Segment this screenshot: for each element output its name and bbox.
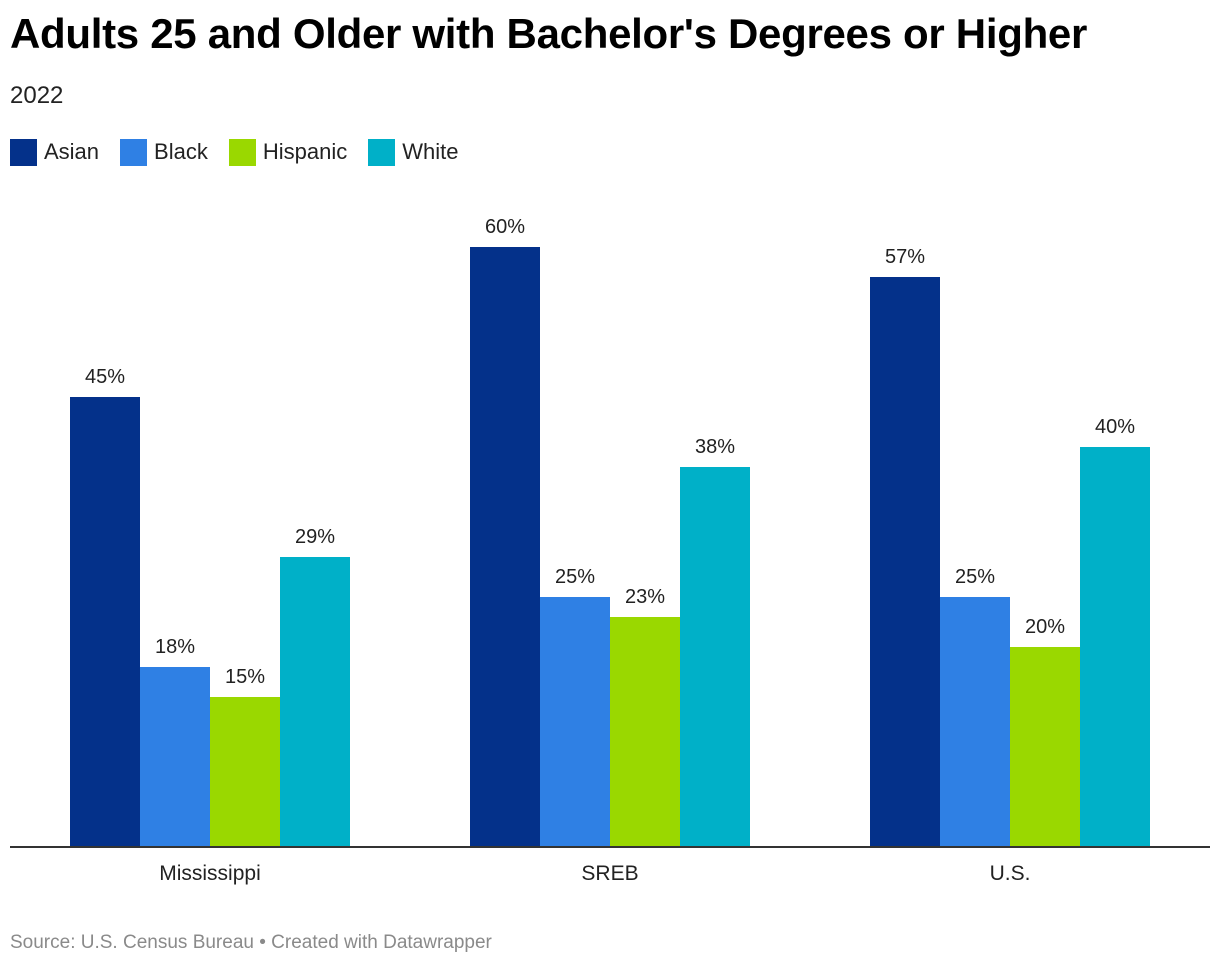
- legend-swatch-hispanic: [228, 138, 256, 166]
- bar-u-s-white: [1080, 447, 1150, 847]
- data-label-u-s-white: 40%: [1095, 416, 1135, 438]
- data-label-sreb-asian: 60%: [485, 216, 525, 238]
- legend-swatch-black: [120, 138, 148, 166]
- x-tick-label-sreb: SREB: [581, 862, 638, 885]
- legend-swatch-white: [368, 138, 396, 166]
- legend-item-white: White: [368, 138, 459, 166]
- x-tick-label-u-s: U.S.: [990, 862, 1031, 885]
- bar-u-s-hispanic: [1010, 647, 1080, 847]
- chart-subtitle: 2022: [10, 82, 64, 109]
- legend-label-asian: Asian: [44, 139, 100, 164]
- bar-sreb-black: [540, 597, 610, 847]
- bar-mississippi-black: [140, 667, 210, 847]
- bar-mississippi-hispanic: [210, 697, 280, 847]
- data-label-mississippi-asian: 45%: [85, 366, 125, 388]
- chart-legend: Asian Black Hispanic White: [10, 138, 458, 166]
- data-label-mississippi-hispanic: 15%: [225, 666, 265, 688]
- data-label-sreb-black: 25%: [555, 566, 595, 588]
- legend-label-white: White: [402, 139, 459, 164]
- legend-swatch-asian: [10, 138, 37, 166]
- source-note: Source: U.S. Census Bureau • Created wit…: [10, 932, 492, 953]
- data-label-u-s-black: 25%: [955, 566, 995, 588]
- data-label-sreb-white: 38%: [695, 436, 735, 458]
- data-label-sreb-hispanic: 23%: [625, 586, 665, 608]
- legend-item-asian: Asian: [10, 138, 100, 166]
- bar-mississippi-asian: [70, 397, 140, 847]
- data-label-mississippi-black: 18%: [155, 636, 195, 658]
- data-label-mississippi-white: 29%: [295, 526, 335, 548]
- data-label-u-s-hispanic: 20%: [1025, 616, 1065, 638]
- bar-sreb-asian: [470, 247, 540, 847]
- legend-label-hispanic: Hispanic: [262, 139, 348, 164]
- data-label-u-s-asian: 57%: [885, 246, 925, 268]
- bar-sreb-white: [680, 467, 750, 847]
- chart-title: Adults 25 and Older with Bachelor's Degr…: [10, 10, 1088, 57]
- legend-item-hispanic: Hispanic: [228, 138, 348, 166]
- bar-u-s-asian: [870, 277, 940, 847]
- legend-item-black: Black: [120, 138, 208, 166]
- x-tick-label-mississippi: Mississippi: [159, 862, 261, 885]
- legend-label-black: Black: [154, 139, 208, 164]
- bar-u-s-black: [940, 597, 1010, 847]
- bar-sreb-hispanic: [610, 617, 680, 847]
- bar-mississippi-white: [280, 557, 350, 847]
